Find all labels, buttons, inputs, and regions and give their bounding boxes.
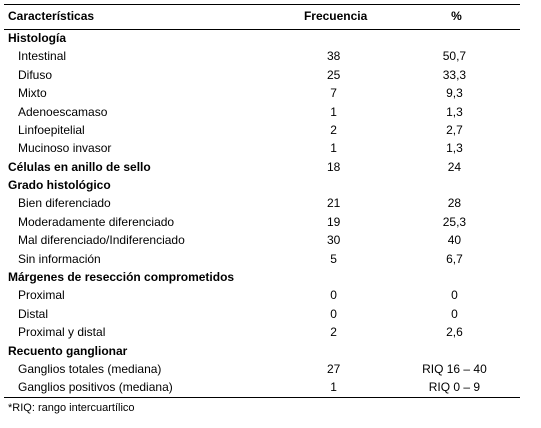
row-label: Intestinal — [18, 49, 67, 64]
section-frequency — [278, 29, 388, 48]
row-frequency: 2 — [330, 325, 337, 340]
row-percent: 1,3 — [446, 141, 463, 156]
row-label: Difuso — [18, 67, 53, 82]
row-percent: 25,3 — [442, 214, 467, 229]
section-row: Recuento ganglionar — [4, 342, 520, 360]
row-frequency: 1 — [330, 141, 337, 156]
section-percent — [389, 342, 520, 360]
table-row: Mucinoso invasor 1 1,3 — [4, 140, 520, 158]
row-frequency: 2 — [330, 122, 337, 137]
section-frequency: 18 — [326, 159, 341, 174]
row-frequency: 30 — [326, 233, 341, 248]
row-label: Adenoescamaso — [18, 104, 108, 119]
section-row: Márgenes de resección comprometidos — [4, 269, 520, 287]
header-row: Características Frecuencia % — [4, 4, 520, 30]
section-percent — [389, 269, 520, 287]
table-body: Histología Intestinal 38 50,7 Difuso 25 33,3 Mi… — [4, 29, 520, 399]
section-title: Células en anillo de sello — [8, 159, 151, 174]
row-percent: 6,7 — [446, 251, 463, 266]
row-percent: 28 — [447, 196, 462, 211]
row-label: Proximal y distal — [18, 325, 106, 340]
section-title: Recuento ganglionar — [8, 343, 128, 358]
footnote: *RIQ: rango intercuartílico — [8, 402, 135, 414]
section-frequency — [278, 269, 388, 287]
row-label: Mucinoso invasor — [18, 141, 112, 156]
row-frequency: 25 — [326, 67, 341, 82]
table-row: Ganglios positivos (mediana) 1 RIQ 0 – 9 — [4, 378, 520, 399]
table-row: Intestinal 38 50,7 — [4, 48, 520, 66]
row-percent: 0 — [451, 288, 458, 303]
table-row: Mal diferenciado/Indiferenciado 30 40 — [4, 232, 520, 250]
row-frequency: 1 — [278, 378, 389, 399]
row-label: Distal — [18, 306, 49, 321]
table-row: Distal 0 0 — [4, 305, 520, 323]
row-frequency: 0 — [330, 288, 337, 303]
section-row: Histología — [4, 29, 520, 48]
section-percent: 24 — [447, 159, 462, 174]
header-characteristics: Características — [4, 4, 279, 30]
row-percent: 0 — [451, 306, 458, 321]
row-percent: RIQ 16 – 40 — [422, 361, 487, 376]
table-row: Sin información 5 6,7 — [4, 250, 520, 268]
table-header: Características Frecuencia % — [4, 4, 520, 30]
section-percent — [389, 177, 520, 195]
section-frequency — [278, 342, 388, 360]
row-percent: 1,3 — [446, 104, 463, 119]
table-row: Difuso 25 33,3 — [4, 66, 520, 84]
section-title: Márgenes de resección comprometidos — [8, 270, 235, 285]
table-row: Moderadamente diferenciado 19 25,3 — [4, 213, 520, 231]
table-row: Bien diferenciado 21 28 — [4, 195, 520, 213]
row-percent: 2,6 — [446, 325, 463, 340]
section-percent — [389, 29, 520, 48]
row-label: Bien diferenciado — [18, 196, 111, 211]
row-frequency: 0 — [330, 306, 337, 321]
row-percent: 50,7 — [442, 49, 467, 64]
row-label: Moderadamente diferenciado — [18, 214, 175, 229]
table-row: Proximal y distal 2 2,6 — [4, 324, 520, 342]
row-label: Sin información — [18, 251, 101, 266]
row-label: Ganglios totales (mediana) — [18, 361, 162, 376]
row-percent: 33,3 — [442, 67, 467, 82]
section-row: Células en anillo de sello 18 24 — [4, 158, 520, 176]
table-row: Adenoescamaso 1 1,3 — [4, 103, 520, 121]
section-title: Histología — [8, 30, 67, 45]
row-frequency: 21 — [326, 196, 341, 211]
row-label: Mal diferenciado/Indiferenciado — [18, 233, 185, 248]
section-frequency — [278, 177, 388, 195]
row-frequency: 1 — [330, 104, 337, 119]
row-percent: 2,7 — [446, 122, 463, 137]
row-label: Proximal — [18, 288, 65, 303]
row-frequency: 27 — [326, 361, 341, 376]
row-frequency: 7 — [330, 86, 337, 101]
header-frequency: Frecuencia — [278, 4, 389, 30]
row-frequency: 5 — [330, 251, 337, 266]
section-title: Grado histológico — [8, 178, 111, 193]
table-row: Proximal 0 0 — [4, 287, 520, 305]
row-percent: RIQ 0 – 9 — [388, 378, 520, 399]
table-row: Mixto 7 9,3 — [4, 85, 520, 103]
row-frequency: 19 — [326, 214, 341, 229]
row-label: Ganglios positivos (mediana) — [4, 378, 279, 399]
characteristics-table: Características Frecuencia % Histología I… — [4, 4, 520, 399]
row-percent: 40 — [447, 233, 462, 248]
header-percent: % — [388, 4, 520, 30]
table-row: Ganglios totales (mediana) 27 RIQ 16 – 40 — [4, 361, 520, 379]
row-label: Linfoepitelial — [18, 122, 85, 137]
row-percent: 9,3 — [446, 86, 463, 101]
section-row: Grado histológico — [4, 177, 520, 195]
table-row: Linfoepitelial 2 2,7 — [4, 121, 520, 139]
row-label: Mixto — [18, 86, 47, 101]
row-frequency: 38 — [326, 49, 341, 64]
